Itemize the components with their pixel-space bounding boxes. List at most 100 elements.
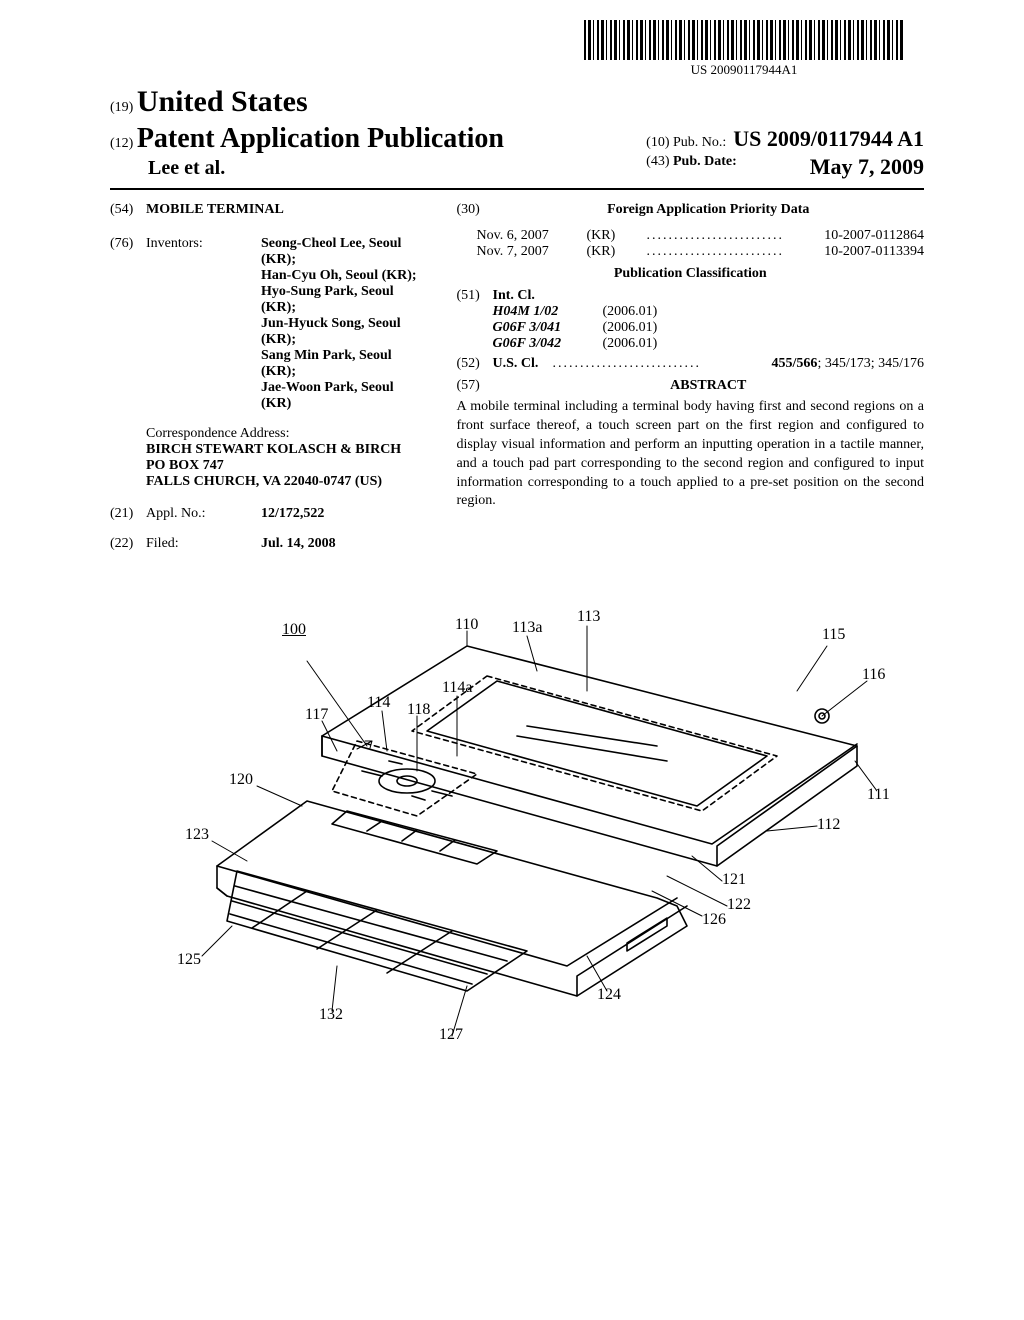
patent-figure: 100 110 113a 113 115 116 111 112 121 122… (157, 616, 877, 1046)
barcode-block: US 20090117944A1 (584, 20, 904, 78)
intcl-class: G06F 3/042 (493, 336, 603, 352)
fig-label-110: 110 (455, 616, 478, 634)
corr-label: Correspondence Address: (146, 426, 427, 442)
fig-label-111: 111 (867, 786, 890, 804)
inventors-code: (76) (110, 236, 146, 412)
fig-label-113: 113 (577, 608, 600, 626)
inventors-row: (76) Inventors: Seong-Cheol Lee, Seoul (… (110, 236, 427, 412)
pubdate: May 7, 2009 (810, 154, 924, 180)
intcl-row: G06F 3/042 (2006.01) (493, 336, 925, 352)
intcl-row: G06F 3/041 (2006.01) (493, 320, 925, 336)
correspondence-address: Correspondence Address: BIRCH STEWART KO… (146, 426, 427, 490)
pubdate-label: Pub. Date: (673, 154, 737, 169)
fig-label-117: 117 (305, 706, 328, 724)
intcl-version: (2006.01) (603, 304, 658, 320)
fig-label-113a: 113a (512, 619, 543, 637)
fig-label-114: 114 (367, 694, 390, 712)
pubno-row: (10) Pub. No.: US 2009/0117944 A1 (646, 126, 924, 152)
intcl-code: (51) (457, 288, 493, 304)
corr-line: FALLS CHURCH, VA 22040-0747 (US) (146, 474, 427, 490)
fig-label-118: 118 (407, 701, 430, 719)
abstract-title: ABSTRACT (493, 378, 925, 394)
barcode-text: US 20090117944A1 (584, 62, 904, 78)
abstract-header: (57) ABSTRACT (457, 378, 925, 394)
priority-list: Nov. 6, 2007 (KR) ......................… (457, 228, 925, 260)
intcl-header: (51) Int. Cl. (457, 288, 925, 304)
intcl-class: G06F 3/041 (493, 320, 603, 336)
intcl-version: (2006.01) (603, 320, 658, 336)
header-rule (110, 188, 924, 190)
applno-label: Appl. No.: (146, 506, 261, 522)
fig-label-125: 125 (177, 951, 201, 969)
applno: 12/172,522 (261, 506, 427, 522)
priority-date: Nov. 7, 2007 (477, 244, 587, 260)
foreign-title: Foreign Application Priority Data (493, 202, 925, 218)
inventor-line: Hyo-Sung Park, Seoul (KR); (261, 284, 427, 316)
intcl-label: Int. Cl. (493, 288, 535, 304)
fig-label-126: 126 (702, 911, 726, 929)
leader-dots: ......................... (647, 228, 785, 244)
intcl-class: H04M 1/02 (493, 304, 603, 320)
inventors-list: Seong-Cheol Lee, Seoul (KR); Han-Cyu Oh,… (261, 236, 427, 412)
pub-type-code: (12) (110, 136, 133, 151)
priority-date: Nov. 6, 2007 (477, 228, 587, 244)
intcl-version: (2006.01) (603, 336, 658, 352)
authors-line: Lee et al. (148, 157, 504, 180)
fig-label-114a: 114a (442, 679, 473, 697)
pubdate-row: (43) Pub. Date: May 7, 2009 (646, 154, 924, 180)
title-row: (54) MOBILE TERMINAL (110, 202, 427, 218)
fig-label-122: 122 (727, 896, 751, 914)
applno-row: (21) Appl. No.: 12/172,522 (110, 506, 427, 522)
fig-label-123: 123 (185, 826, 209, 844)
priority-num: 10-2007-0113394 (784, 244, 924, 260)
inventors-label: Inventors: (146, 236, 261, 412)
fig-label-116: 116 (862, 666, 885, 684)
fig-label-124: 124 (597, 986, 621, 1004)
pubclass-title: Publication Classification (457, 266, 925, 282)
pubno-code: (10) (646, 135, 669, 150)
publication-type-line: (12) Patent Application Publication (110, 123, 504, 155)
priority-cc: (KR) (587, 228, 647, 244)
priority-row: Nov. 6, 2007 (KR) ......................… (477, 228, 925, 244)
inventor-line: Sang Min Park, Seoul (KR); (261, 348, 427, 380)
right-column: (30) Foreign Application Priority Data N… (457, 202, 925, 566)
uscl-row: (52) U.S. Cl. ..........................… (457, 356, 925, 372)
priority-num: 10-2007-0112864 (784, 228, 924, 244)
filed-code: (22) (110, 536, 146, 552)
fig-label-120: 120 (229, 771, 253, 789)
pub-type: Patent Application Publication (137, 123, 504, 154)
fig-label-112: 112 (817, 816, 840, 834)
uscl-main: 455/566 (772, 356, 818, 371)
fig-label-132: 132 (319, 1006, 343, 1024)
header: (19) United States (12) Patent Applicati… (110, 85, 924, 180)
phone-drawing (157, 616, 877, 1046)
invention-title: MOBILE TERMINAL (146, 202, 427, 218)
uscl-code: (52) (457, 356, 493, 372)
left-column: (54) MOBILE TERMINAL (76) Inventors: Seo… (110, 202, 427, 566)
corr-line: PO BOX 747 (146, 458, 427, 474)
fig-label-127: 127 (439, 1026, 463, 1044)
country-line: (19) United States (110, 85, 504, 119)
country-code: (19) (110, 100, 133, 115)
pubdate-code: (43) (646, 154, 669, 169)
fig-label-121: 121 (722, 871, 746, 889)
priority-row: Nov. 7, 2007 (KR) ......................… (477, 244, 925, 260)
foreign-priority-header: (30) Foreign Application Priority Data (457, 202, 925, 218)
leader-dots: ......................... (647, 244, 785, 260)
barcode-graphic (584, 20, 904, 60)
corr-line: BIRCH STEWART KOLASCH & BIRCH (146, 442, 427, 458)
abstract-code: (57) (457, 378, 493, 394)
fig-label-100: 100 (282, 621, 306, 639)
inventor-line: Jae-Woon Park, Seoul (KR) (261, 380, 427, 412)
filed-label: Filed: (146, 536, 261, 552)
leader-dots: ........................... (553, 356, 772, 372)
filed-row: (22) Filed: Jul. 14, 2008 (110, 536, 427, 552)
inventor-line: Seong-Cheol Lee, Seoul (KR); (261, 236, 427, 268)
fig-label-115: 115 (822, 626, 845, 644)
uscl-label: U.S. Cl. (493, 356, 553, 372)
uscl-rest: ; 345/173; 345/176 (817, 356, 924, 371)
applno-code: (21) (110, 506, 146, 522)
foreign-code: (30) (457, 202, 493, 218)
pubno: US 2009/0117944 A1 (733, 126, 924, 151)
filed-date: Jul. 14, 2008 (261, 536, 427, 552)
